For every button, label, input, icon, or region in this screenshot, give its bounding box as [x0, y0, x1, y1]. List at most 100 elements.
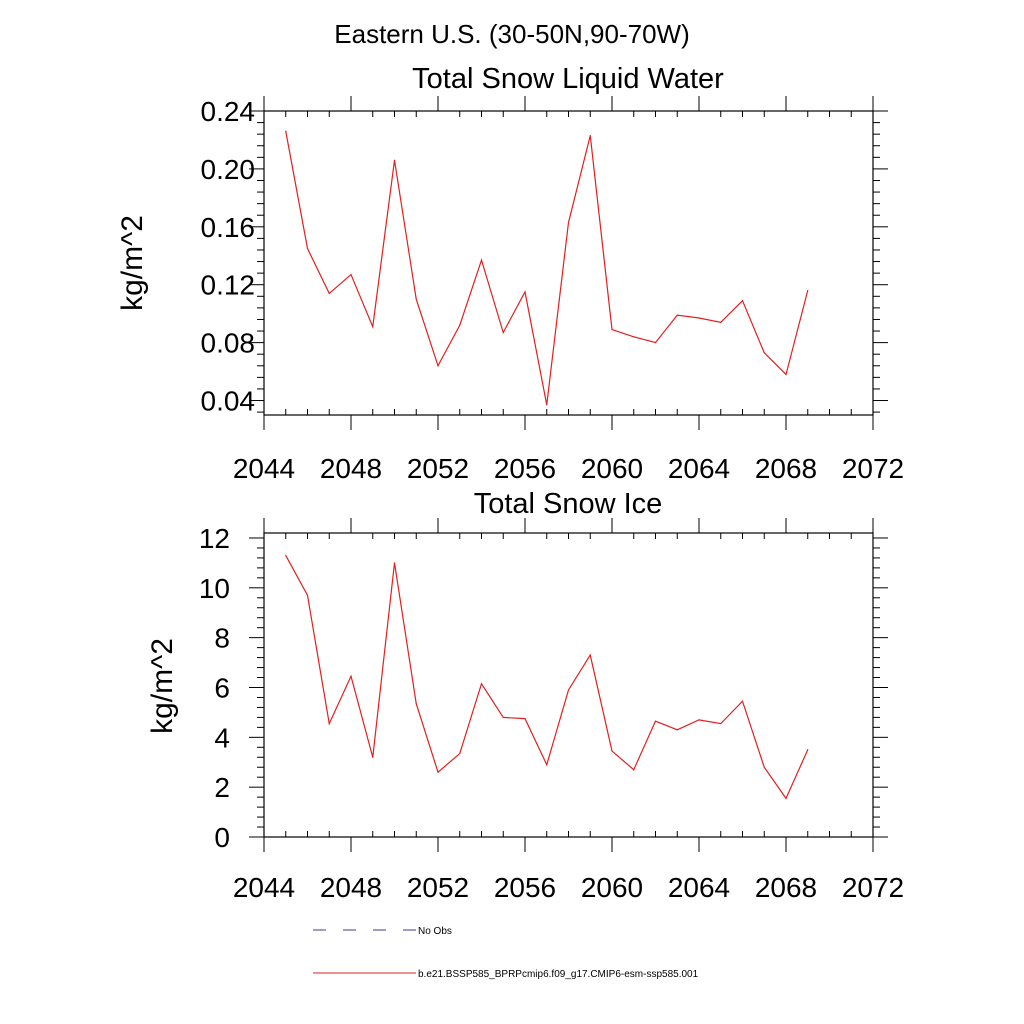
data-point	[654, 342, 657, 344]
data-point	[807, 749, 809, 751]
x-tick-label: 2068	[755, 453, 817, 484]
x-tick-label: 2064	[668, 453, 730, 484]
data-point	[698, 317, 700, 319]
y-tick-label: 8	[214, 623, 230, 654]
data-point	[633, 336, 635, 338]
data-point	[654, 720, 657, 722]
y-tick-label: 0.16	[201, 212, 256, 243]
tick-labels: 2044 2048 2052 2056 2060 2064 2068 2072 0 2 4 6 8 10 1…	[199, 523, 904, 903]
axis-ticks	[249, 96, 888, 430]
data-point	[785, 797, 787, 799]
x-tick-label: 2072	[842, 453, 904, 484]
data-point	[698, 719, 700, 721]
data-point	[393, 159, 396, 161]
data-point	[415, 298, 417, 300]
page-title: Eastern U.S. (30-50N,90-70W)	[334, 19, 689, 49]
data-point	[741, 700, 744, 702]
data-point	[589, 135, 591, 137]
x-tick-label: 2056	[494, 872, 556, 903]
data-point	[502, 331, 504, 334]
x-tick-label: 2052	[407, 872, 469, 903]
data-point	[480, 683, 483, 685]
data-point	[285, 554, 287, 557]
series-line	[285, 555, 809, 800]
data-point	[372, 326, 374, 328]
data-point	[611, 328, 613, 331]
x-tick-label: 2056	[494, 453, 556, 484]
data-point	[785, 373, 787, 376]
data-point	[350, 273, 352, 276]
data-point	[350, 675, 352, 677]
axis-ticks	[249, 518, 888, 852]
chart-panel-snow-liquid-water: Total Snow Liquid Water kg/m^2 2044 2048 2…	[116, 63, 904, 484]
data-point	[741, 300, 744, 302]
data-point	[502, 716, 504, 718]
x-tick-label: 2068	[755, 872, 817, 903]
data-point	[567, 221, 570, 224]
chart-title: Total Snow Liquid Water	[412, 63, 724, 95]
legend: No Obs b.e21.BSSP585_BPRPcmip6.f09_g17.C…	[313, 926, 699, 980]
data-point	[306, 594, 309, 596]
x-tick-label: 2052	[407, 453, 469, 484]
data-point	[611, 750, 613, 752]
y-axis-label: kg/m^2	[146, 638, 179, 734]
data-point	[306, 247, 309, 250]
y-tick-label: 6	[214, 672, 230, 703]
x-tick-label: 2064	[668, 872, 730, 903]
y-tick-label: 0.12	[201, 270, 256, 301]
data-point	[393, 562, 396, 564]
data-point	[328, 723, 330, 725]
data-point	[589, 654, 591, 656]
plot-frame	[263, 110, 874, 416]
y-axis-label: kg/m^2	[116, 215, 149, 311]
chart-title: Total Snow Ice	[474, 488, 663, 520]
y-tick-label: 0.04	[201, 386, 256, 417]
data-point	[437, 771, 439, 773]
x-tick-label: 2044	[233, 872, 295, 903]
series-points	[285, 130, 809, 406]
data-point	[480, 259, 483, 261]
data-point	[763, 766, 765, 768]
data-point	[807, 289, 809, 292]
x-tick-label: 2048	[320, 872, 382, 903]
legend-label: b.e21.BSSP585_BPRPcmip6.f09_g17.CMIP6-es…	[418, 969, 699, 980]
data-point	[459, 324, 461, 326]
y-tick-label: 0	[214, 822, 230, 853]
y-tick-label: 0.08	[201, 328, 256, 359]
series-line	[285, 131, 809, 405]
data-point	[415, 703, 417, 705]
tick-labels: 2044 2048 2052 2056 2060 2064 2068 2072 0.04 0.08…	[201, 96, 905, 484]
y-tick-label: 4	[214, 722, 230, 753]
y-tick-label: 10	[199, 573, 230, 604]
x-tick-label: 2060	[581, 872, 643, 903]
y-tick-label: 12	[199, 523, 230, 554]
data-point	[285, 130, 287, 132]
data-point	[524, 718, 526, 720]
plot-frame	[263, 532, 874, 838]
legend-item-no-obs: No Obs	[313, 926, 452, 937]
legend-item-model-run: b.e21.BSSP585_BPRPcmip6.f09_g17.CMIP6-es…	[313, 969, 699, 980]
y-tick-label: 2	[214, 772, 230, 803]
data-point	[546, 404, 548, 406]
data-point	[524, 291, 526, 293]
data-point	[763, 352, 765, 354]
data-point	[567, 689, 570, 691]
x-tick-label: 2072	[842, 872, 904, 903]
data-point	[437, 365, 439, 367]
data-point	[633, 769, 635, 771]
series-points	[285, 554, 809, 799]
x-tick-label: 2048	[320, 453, 382, 484]
x-tick-label: 2060	[581, 453, 643, 484]
data-point	[676, 314, 678, 316]
data-point	[546, 764, 548, 766]
data-point	[720, 321, 722, 323]
data-point	[676, 729, 678, 731]
y-tick-label: 0.20	[201, 154, 256, 185]
x-tick-label: 2044	[233, 453, 295, 484]
legend-label: No Obs	[418, 926, 452, 937]
y-tick-label: 0.24	[201, 96, 256, 127]
data-point	[328, 292, 330, 294]
data-point	[720, 723, 722, 725]
data-point	[372, 756, 374, 758]
